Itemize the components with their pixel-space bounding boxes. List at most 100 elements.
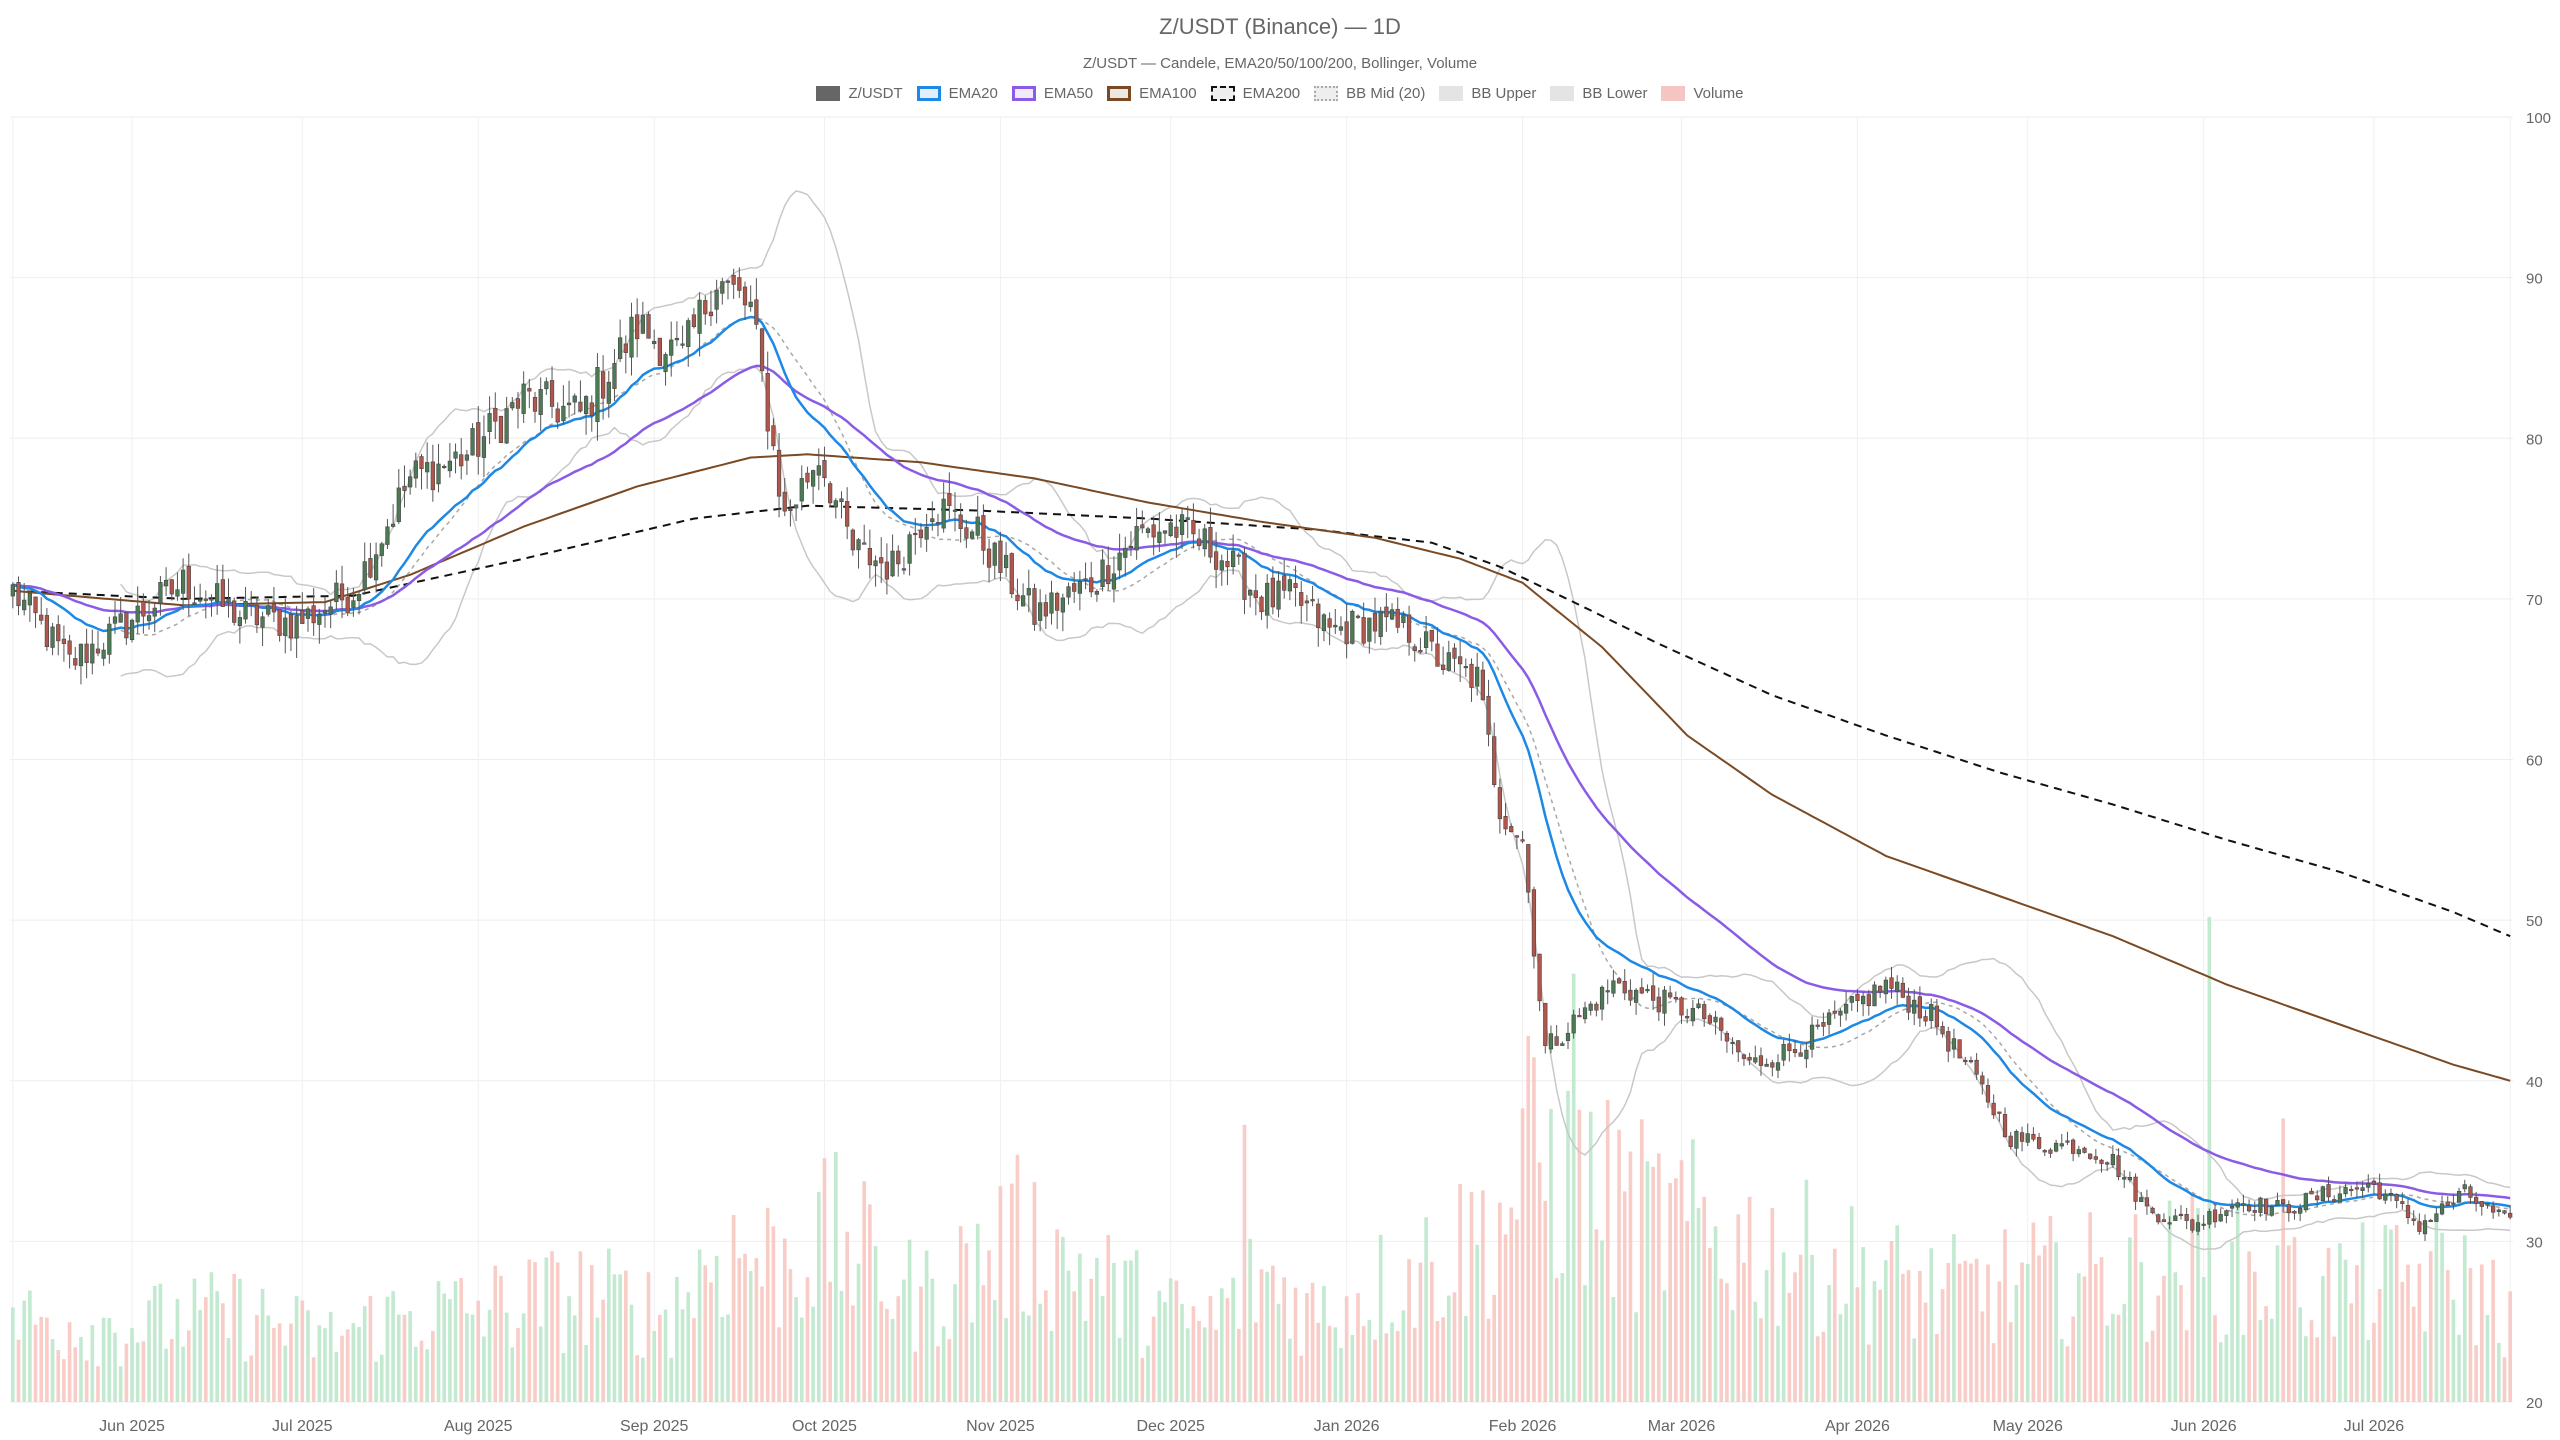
volume-bar [135,1342,140,1402]
candle-body [351,600,356,608]
candle-body [294,615,299,639]
candle-body [2150,1207,2155,1214]
candle [1338,616,1344,636]
legend-item[interactable]: EMA100 [1107,85,1197,102]
candle-body [2139,1197,2144,1202]
candle [334,570,339,610]
candle-body [288,614,294,639]
legend-item[interactable]: EMA20 [916,85,998,102]
candle [84,628,89,679]
volume-bar [2059,1339,2064,1402]
candle-body [1083,578,1088,581]
volume-bar [1753,1301,1758,1402]
candle-body [1866,994,1871,1007]
candle [169,579,174,601]
volume-bar [323,1328,327,1402]
candle-body [2405,1205,2411,1219]
candle-body [1815,1024,1820,1027]
volume-bar [1532,1057,1536,1402]
ema20-line [12,315,2511,1209]
candle-body [180,569,186,594]
legend-item[interactable]: EMA200 [1210,85,1300,102]
volume-bar [2025,1263,2030,1402]
legend-swatch [1011,86,1036,101]
volume-bar [147,1300,151,1402]
legend-item[interactable]: BB Mid (20) [1314,85,1425,102]
candle-body [1843,1003,1849,1014]
candle-body [2320,1186,2325,1202]
candle [2218,1208,2223,1222]
volume-bar [856,1263,861,1402]
candle [2014,1129,2019,1157]
candle [2167,1216,2172,1230]
volume-bar [1288,1338,1292,1402]
candle-body [146,615,152,622]
volume-bar [2269,1318,2274,1402]
candle-body [1299,592,1304,606]
candle [2071,1138,2076,1162]
volume-bar [1946,1262,1951,1402]
candle [2059,1133,2064,1150]
candle [1843,991,1849,1021]
candle-body [737,277,742,291]
candle [2508,1205,2513,1220]
volume-bar [714,1255,719,1402]
volume-bar [1662,1290,1667,1402]
volume-bar [828,1281,832,1402]
candle [1798,1044,1803,1057]
candle [998,531,1003,582]
legend-item[interactable]: Volume [1661,85,1744,102]
candle [459,438,464,480]
volume-bar [300,1300,305,1402]
volume-bar [2383,1224,2388,1402]
candle [476,406,481,475]
volume-bar [1571,973,1576,1402]
legend-item[interactable]: Z/USDT [816,85,903,102]
volume-bar [538,1326,543,1402]
volume-bar [334,1351,339,1402]
legend-item[interactable]: BB Lower [1550,85,1647,102]
volume-bar [981,1285,986,1402]
legend-item[interactable]: BB Upper [1439,85,1536,102]
volume-bar [589,1265,594,1402]
candle-body [1060,597,1065,613]
legend-item[interactable]: EMA50 [1011,85,1093,102]
candle-body [1429,629,1434,642]
volume-bar [1957,1263,1962,1402]
candle [1934,999,1940,1036]
volume-bar [2502,1357,2507,1402]
candle-body [663,354,668,372]
volume-bar [748,1271,753,1402]
candle [2122,1170,2127,1189]
candle-body [158,582,163,604]
candle [1174,514,1179,558]
volume-bar [2008,1322,2013,1402]
candle-body [413,460,418,479]
ema200-line [12,504,2511,938]
volume-bar [2094,1263,2098,1402]
candle-body [992,542,997,566]
bollinger-bands [120,190,2511,1251]
candle [2139,1191,2144,1202]
volume-bar [2054,1242,2058,1402]
candle-body [907,534,912,564]
candle-body [1106,565,1111,585]
candle [2184,1207,2189,1230]
candle [2462,1179,2467,1193]
candle [918,523,924,548]
candle [1809,1016,1815,1058]
candle [1435,627,1440,667]
candle [2303,1192,2308,1213]
candle [1196,528,1202,551]
candle-body [2445,1201,2450,1206]
candle [1702,1000,1707,1027]
candle-body [266,605,271,615]
volume-bar [754,1258,759,1402]
volume-bar [1668,1182,1672,1402]
volume-bar [306,1310,310,1402]
candle [924,514,929,552]
candle [969,529,975,540]
candle-body [674,337,680,341]
candle [1123,536,1128,577]
